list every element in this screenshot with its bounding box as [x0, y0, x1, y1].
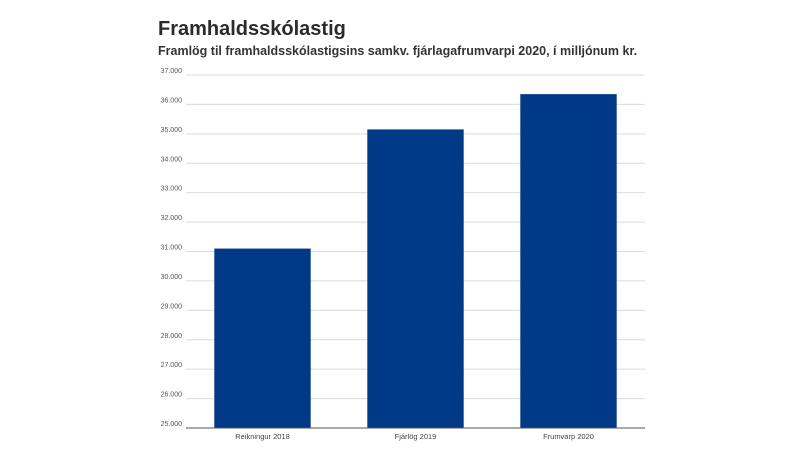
bar	[214, 248, 311, 428]
chart-subtitle: Framlög til framhaldsskólastigsins samkv…	[158, 44, 638, 58]
y-tick-label: 29.000	[161, 303, 183, 310]
y-tick-label: 33.000	[161, 186, 183, 193]
y-tick-label: 34.000	[161, 156, 183, 163]
y-tick-label: 37.000	[161, 68, 183, 75]
chart-title: Framhaldsskólastig	[158, 18, 346, 40]
bar	[520, 94, 617, 428]
y-tick-label: 30.000	[161, 274, 183, 281]
x-category-label: Frumvarp 2020	[543, 432, 594, 441]
bars	[214, 94, 617, 428]
y-tick-label: 25.000	[161, 421, 183, 428]
y-tick-label: 35.000	[161, 127, 183, 134]
x-axis-category-labels: Reikningur 2018 Fjárlög 2019 Frumvarp 2020	[235, 432, 594, 441]
y-tick-label: 26.000	[161, 392, 183, 399]
bar	[367, 129, 464, 428]
y-tick-label: 36.000	[161, 97, 183, 104]
y-tick-label: 28.000	[161, 333, 183, 340]
y-tick-label: 32.000	[161, 215, 183, 222]
x-category-label: Reikningur 2018	[235, 432, 290, 441]
y-axis-tick-labels: 25.000 26.000 27.000 28.000 29.000 30.000 31.0…	[161, 68, 183, 428]
x-category-label: Fjárlög 2019	[395, 432, 437, 441]
y-tick-label: 31.000	[161, 245, 183, 252]
y-tick-label: 27.000	[161, 362, 183, 369]
